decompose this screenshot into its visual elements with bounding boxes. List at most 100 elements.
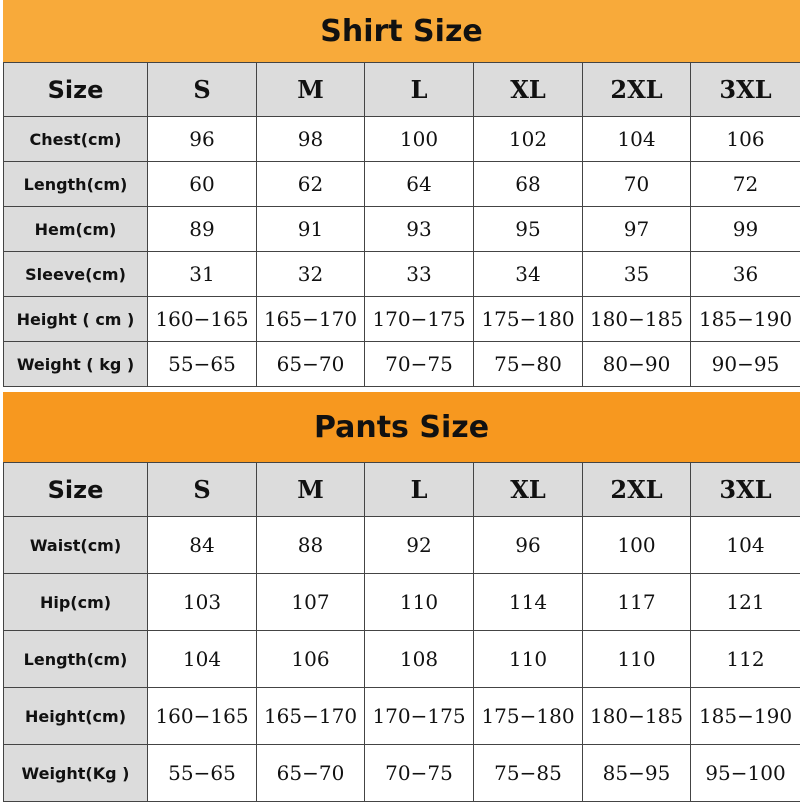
row-label: Height(cm) bbox=[4, 688, 148, 745]
cell: M bbox=[257, 463, 365, 517]
cell: 121 bbox=[691, 574, 800, 631]
cell: 175−180 bbox=[474, 688, 583, 745]
row-label: Height ( cm ) bbox=[4, 297, 148, 342]
cell: S bbox=[148, 63, 257, 117]
cell: 32 bbox=[257, 252, 365, 297]
cell: 68 bbox=[474, 162, 583, 207]
cell: 96 bbox=[474, 517, 583, 574]
cell: 91 bbox=[257, 207, 365, 252]
pants-size-title: Pants Size bbox=[3, 392, 800, 462]
cell: 99 bbox=[691, 207, 800, 252]
cell: 104 bbox=[148, 631, 257, 688]
cell: L bbox=[365, 63, 474, 117]
cell: 100 bbox=[365, 117, 474, 162]
cell: 100 bbox=[583, 517, 691, 574]
row-label: Hem(cm) bbox=[4, 207, 148, 252]
cell: 70 bbox=[583, 162, 691, 207]
cell: 104 bbox=[691, 517, 800, 574]
cell: 110 bbox=[583, 631, 691, 688]
cell: 65−70 bbox=[257, 745, 365, 802]
cell: 85−95 bbox=[583, 745, 691, 802]
cell: 92 bbox=[365, 517, 474, 574]
cell: 62 bbox=[257, 162, 365, 207]
row-label: Size bbox=[4, 463, 148, 517]
cell: 170−175 bbox=[365, 297, 474, 342]
cell: 2XL bbox=[583, 463, 691, 517]
cell: 64 bbox=[365, 162, 474, 207]
cell: 180−185 bbox=[583, 297, 691, 342]
cell: 165−170 bbox=[257, 688, 365, 745]
cell: 75−80 bbox=[474, 342, 583, 387]
cell: 88 bbox=[257, 517, 365, 574]
cell: 98 bbox=[257, 117, 365, 162]
cell: 65−70 bbox=[257, 342, 365, 387]
cell: 55−65 bbox=[148, 342, 257, 387]
cell: 70−75 bbox=[365, 745, 474, 802]
cell: 97 bbox=[583, 207, 691, 252]
cell: 185−190 bbox=[691, 297, 800, 342]
row-label: Sleeve(cm) bbox=[4, 252, 148, 297]
row-label: Length(cm) bbox=[4, 162, 148, 207]
cell: 110 bbox=[365, 574, 474, 631]
cell: 72 bbox=[691, 162, 800, 207]
cell: M bbox=[257, 63, 365, 117]
cell: L bbox=[365, 463, 474, 517]
cell: 70−75 bbox=[365, 342, 474, 387]
row-label: Hip(cm) bbox=[4, 574, 148, 631]
cell: 104 bbox=[583, 117, 691, 162]
cell: S bbox=[148, 463, 257, 517]
cell: 89 bbox=[148, 207, 257, 252]
cell: 95−100 bbox=[691, 745, 800, 802]
row-label: Length(cm) bbox=[4, 631, 148, 688]
cell: 106 bbox=[257, 631, 365, 688]
cell: 80−90 bbox=[583, 342, 691, 387]
cell: 103 bbox=[148, 574, 257, 631]
cell: 36 bbox=[691, 252, 800, 297]
cell: 60 bbox=[148, 162, 257, 207]
cell: 165−170 bbox=[257, 297, 365, 342]
cell: 102 bbox=[474, 117, 583, 162]
cell: 2XL bbox=[583, 63, 691, 117]
row-label: Waist(cm) bbox=[4, 517, 148, 574]
cell: 35 bbox=[583, 252, 691, 297]
cell: 160−165 bbox=[148, 297, 257, 342]
row-label: Weight ( kg ) bbox=[4, 342, 148, 387]
cell: 33 bbox=[365, 252, 474, 297]
cell: 93 bbox=[365, 207, 474, 252]
cell: 95 bbox=[474, 207, 583, 252]
cell: 170−175 bbox=[365, 688, 474, 745]
cell: 114 bbox=[474, 574, 583, 631]
cell: 175−180 bbox=[474, 297, 583, 342]
cell: 112 bbox=[691, 631, 800, 688]
row-label: Chest(cm) bbox=[4, 117, 148, 162]
cell: XL bbox=[474, 463, 583, 517]
row-label: Size bbox=[4, 63, 148, 117]
cell: 185−190 bbox=[691, 688, 800, 745]
cell: 110 bbox=[474, 631, 583, 688]
shirt-size-title: Shirt Size bbox=[3, 0, 800, 62]
cell: 31 bbox=[148, 252, 257, 297]
row-label: Weight(Kg ) bbox=[4, 745, 148, 802]
cell: 90−95 bbox=[691, 342, 800, 387]
cell: XL bbox=[474, 63, 583, 117]
cell: 34 bbox=[474, 252, 583, 297]
cell: 84 bbox=[148, 517, 257, 574]
cell: 160−165 bbox=[148, 688, 257, 745]
cell: 180−185 bbox=[583, 688, 691, 745]
cell: 108 bbox=[365, 631, 474, 688]
cell: 55−65 bbox=[148, 745, 257, 802]
